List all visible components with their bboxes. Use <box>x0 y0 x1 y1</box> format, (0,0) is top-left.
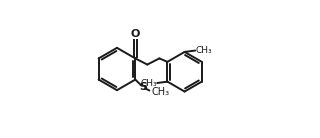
Text: O: O <box>131 29 140 39</box>
Text: CH₃: CH₃ <box>140 79 157 87</box>
Text: S: S <box>139 82 147 92</box>
Text: CH₃: CH₃ <box>151 87 170 97</box>
Text: CH₃: CH₃ <box>196 46 212 55</box>
